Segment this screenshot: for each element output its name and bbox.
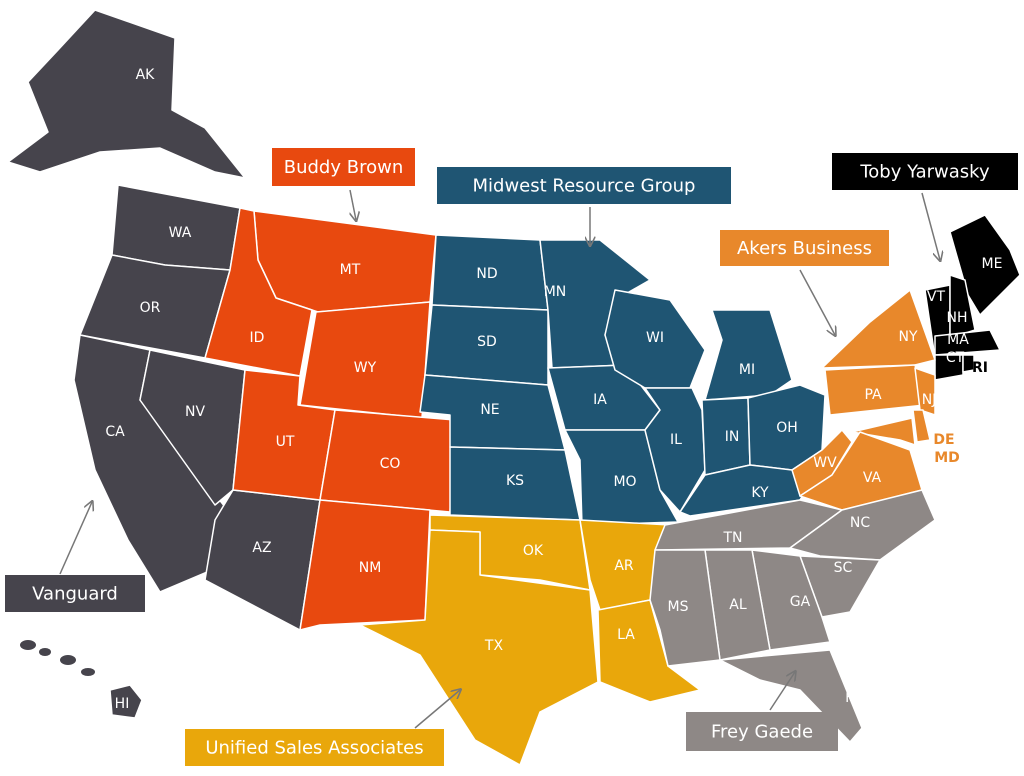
island: [60, 655, 76, 665]
callout-arrow: [414, 690, 460, 729]
state-shape: [914, 367, 936, 416]
state-label: VA: [863, 470, 882, 486]
state-label: GA: [790, 594, 811, 610]
region-name: Frey Gaede: [711, 722, 813, 743]
state-label: WA: [169, 225, 192, 241]
callout-arrow: [769, 672, 795, 711]
callout-box: [272, 148, 415, 186]
state-label: SD: [477, 334, 497, 350]
state-label: CA: [105, 424, 125, 440]
state-label: MT: [340, 262, 361, 278]
callouts-layer: Vanguard Buddy Brown Midwest Resource Grou…: [5, 148, 1018, 766]
state-shape: [299, 499, 431, 631]
state-label: MS: [668, 599, 689, 615]
state-shape: [139, 349, 246, 506]
state-shape: [719, 649, 863, 743]
state-label: AZ: [252, 540, 271, 556]
state-label: KY: [751, 485, 769, 501]
state-label: AK: [136, 67, 156, 83]
state-label: IL: [670, 432, 682, 448]
state-label: MO: [613, 474, 636, 490]
state-label: OH: [776, 420, 798, 436]
state-shape: [851, 417, 916, 446]
state-label: MD: [934, 450, 960, 466]
state-shape: [912, 409, 931, 443]
state-label: PA: [864, 387, 882, 403]
state-label: NC: [850, 515, 870, 531]
state-label: LA: [617, 627, 635, 643]
callout-arrow: [350, 189, 356, 220]
state-label: AR: [614, 558, 634, 574]
state-label: WV: [813, 455, 837, 471]
states-layer: [7, 9, 1021, 766]
callout-box: [686, 712, 838, 751]
region-name: Unified Sales Associates: [205, 738, 423, 759]
state-label: IN: [725, 429, 740, 445]
state-label: TX: [484, 638, 504, 654]
state-shape: [704, 309, 793, 401]
state-shape: [109, 684, 143, 719]
state-label: FL: [845, 690, 861, 706]
state-label: HI: [115, 696, 130, 712]
state-label: AL: [729, 597, 747, 613]
state-shape: [204, 207, 313, 377]
state-label: NV: [185, 404, 205, 420]
callout-box: [5, 575, 145, 612]
region-name: Buddy Brown: [284, 157, 403, 178]
labels-layer: AK WA OR CA NV AZ HI MT ID WY UT CO NM ND SD NE KS MN IA MO…: [105, 67, 1002, 712]
state-label: MA: [947, 332, 969, 348]
callout-box: [720, 230, 889, 266]
state-label: DE: [933, 432, 954, 448]
state-label: CT: [946, 350, 965, 366]
state-shape: [949, 274, 976, 339]
state-label: SC: [834, 560, 853, 576]
state-label: TN: [722, 530, 742, 546]
state-label: WY: [354, 360, 377, 376]
state-label: NE: [480, 402, 499, 418]
state-label: OR: [140, 300, 161, 316]
region-name: Midwest Resource Group: [473, 176, 696, 197]
state-label: WI: [646, 330, 664, 346]
state-shape: [962, 354, 975, 373]
callout-box: [832, 153, 1018, 190]
state-label: ME: [982, 256, 1003, 272]
state-label: VT: [927, 289, 946, 305]
state-shape: [789, 489, 936, 561]
state-shape: [934, 354, 964, 381]
state-label: RI: [972, 360, 988, 376]
state-label: MI: [739, 362, 755, 378]
state-label: ID: [250, 330, 265, 346]
state-label: ND: [476, 266, 497, 282]
state-label: KS: [506, 473, 524, 489]
callout-arrow: [921, 192, 940, 260]
island: [20, 640, 36, 650]
state-shape: [649, 549, 721, 667]
state-shape: [7, 9, 246, 179]
state-shape: [821, 289, 936, 369]
region-name: Toby Yarwasky: [859, 162, 990, 183]
callout-box: [437, 167, 731, 204]
state-label: CO: [380, 456, 401, 472]
region-name: Vanguard: [32, 584, 118, 605]
callout-box: [185, 729, 444, 766]
region-name: Akers Business: [737, 238, 872, 259]
state-label: UT: [276, 434, 295, 450]
callout-arrow: [59, 502, 92, 575]
state-label: NM: [359, 560, 382, 576]
island: [81, 668, 95, 676]
state-label: OK: [523, 543, 544, 559]
state-label: MN: [544, 284, 567, 300]
state-shape: [359, 529, 599, 766]
island: [39, 648, 51, 656]
callout-arrow: [799, 269, 835, 335]
state-label: NJ: [922, 392, 937, 408]
state-label: IA: [593, 392, 607, 408]
state-label: NY: [898, 329, 917, 345]
state-shape: [934, 329, 1001, 356]
state-label: NH: [947, 310, 968, 326]
